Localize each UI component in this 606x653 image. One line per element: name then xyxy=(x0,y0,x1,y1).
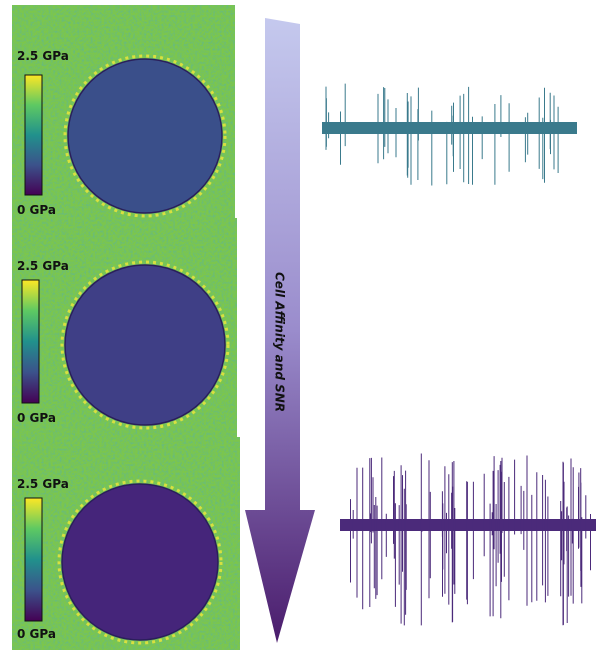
panel: 2.5 GPa 0 GPa xyxy=(12,437,240,650)
well-ring xyxy=(63,54,227,218)
well xyxy=(64,264,226,426)
trace-band xyxy=(322,122,577,134)
trace-spikes xyxy=(350,453,591,626)
trace-band xyxy=(340,519,596,531)
colorbar xyxy=(24,74,43,196)
scale-min-label: 0 GPa xyxy=(17,411,56,425)
well-ring xyxy=(57,479,223,645)
scale-max-label: 2.5 GPa xyxy=(17,49,69,63)
panel: 2.5 GPa 0 GPa xyxy=(12,5,235,218)
scale-min-label: 0 GPa xyxy=(17,203,56,217)
panel: 2.5 GPa 0 GPa xyxy=(12,218,237,437)
arrow-shape xyxy=(245,18,315,643)
well xyxy=(61,483,219,641)
colorbar xyxy=(24,497,43,622)
well xyxy=(67,58,223,214)
arrow-label: Cell Affinity and SNR xyxy=(273,272,287,412)
well-ring xyxy=(60,260,230,430)
scale-max-label: 2.5 GPa xyxy=(17,259,69,273)
panels: 2.5 GPa 0 GPa 2.5 GPa 0 GPa 2.5 GPa 0 GPa xyxy=(12,5,240,650)
scale-max-label: 2.5 GPa xyxy=(17,477,69,491)
colorbar xyxy=(21,279,40,404)
arrow: Cell Affinity and SNR xyxy=(245,18,315,643)
traces xyxy=(322,83,596,626)
scale-min-label: 0 GPa xyxy=(17,627,56,641)
trace-spikes xyxy=(325,83,559,186)
